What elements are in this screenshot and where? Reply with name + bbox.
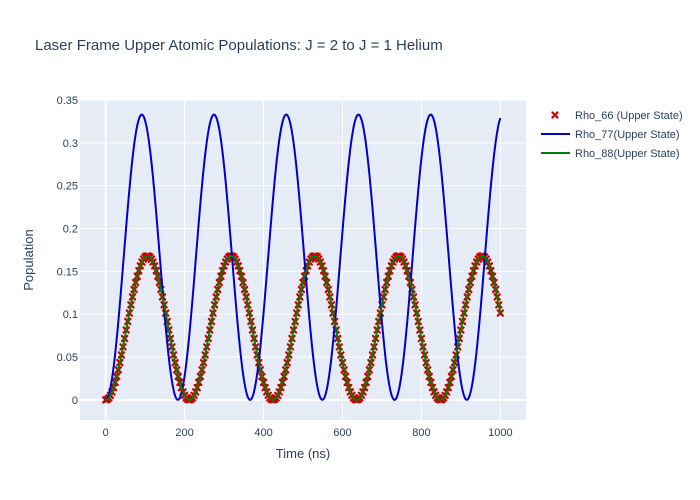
y-tick-label: 0.1 [63,309,78,321]
y-tick-label: 0.3 [63,138,78,150]
series-2 [105,113,502,401]
legend-label: Rho_66 (Upper State) [575,110,683,122]
y-axis-title: Population [21,229,36,290]
x-axis-ticks: 0 200 400 600 800 1000 [103,427,513,439]
legend-item[interactable]: Rho_66 (Upper State) [551,110,683,122]
y-tick-label: 0.2 [63,224,78,236]
legend[interactable]: Rho_66 (Upper State) Rho_77(Upper State) R… [541,110,683,160]
x-axis-title: Time (ns) [276,446,330,461]
legend-label: Rho_77(Upper State) [575,129,680,141]
data-point [496,309,505,317]
y-tick-label: 0.05 [57,352,78,364]
y-tick-label: 0 [72,395,78,407]
y-tick-label: 0.35 [57,95,78,107]
chart-title: Laser Frame Upper Atomic Populations: J … [35,37,443,54]
y-tick-label: 0.25 [57,181,78,193]
legend-item[interactable]: Rho_88(Upper State) [541,148,680,160]
x-tick-label: 600 [333,427,351,439]
x-tick-label: 200 [175,427,193,439]
legend-symbol [551,111,559,119]
legend-item[interactable]: Rho_77(Upper State) [541,129,680,141]
series-3 [105,254,502,401]
x-tick-label: 400 [254,427,272,439]
series-line [105,113,502,401]
series-line [105,254,502,401]
x-tick-label: 0 [103,427,109,439]
legend-label: Rho_88(Upper State) [575,148,680,160]
y-tick-label: 0.15 [57,266,78,278]
x-tick-label: 1000 [488,427,512,439]
y-axis-ticks: 0 0.05 0.1 0.15 0.2 0.25 0.3 0.35 [57,95,78,407]
x-tick-label: 800 [412,427,430,439]
series-layer [101,113,505,404]
